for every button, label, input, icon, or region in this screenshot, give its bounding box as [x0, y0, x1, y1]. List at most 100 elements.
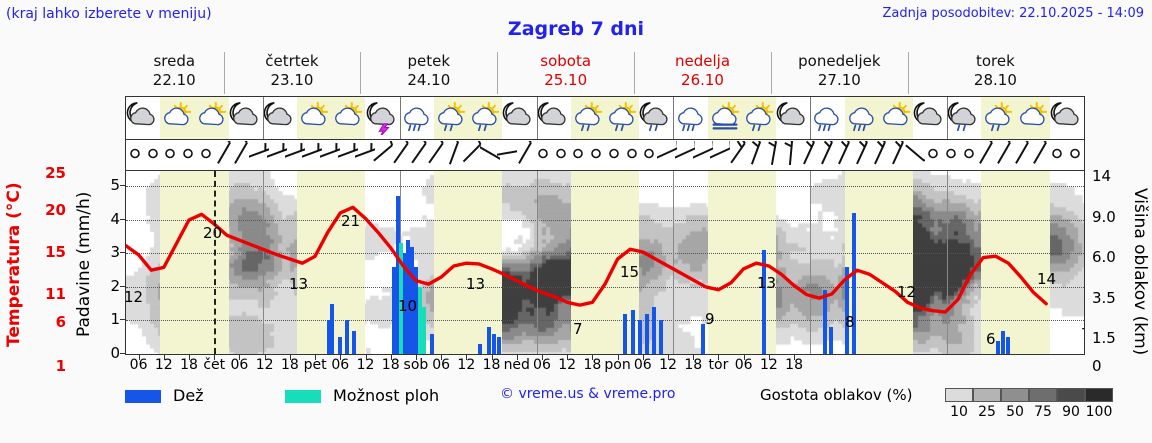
wind-calm-icon [146, 146, 160, 165]
precipitation-tickmark [120, 218, 125, 220]
wind-barb-cell [392, 136, 410, 170]
wind-calm-icon [1050, 146, 1064, 165]
wind-barb-cell [818, 135, 836, 170]
wind-barb-cell [1031, 136, 1049, 170]
temperature-label: 15 [620, 263, 640, 281]
day-header-sobota: sobota 25.10 [497, 52, 634, 94]
sun-cloud-icon [195, 101, 229, 135]
daylight-band [707, 171, 742, 354]
sun-cloud-rain-icon [605, 101, 639, 135]
wind-barb-cell [655, 140, 679, 170]
temperature-label: 14 [1037, 270, 1057, 288]
day-header-sreda: sreda 22.10 [125, 52, 224, 94]
cloud-density-swatch [1085, 388, 1113, 402]
moon-cloud-icon [229, 101, 263, 135]
wind-calm-icon [181, 146, 195, 165]
temperature-curve [126, 205, 1048, 314]
x-axis-tick-label: čet [203, 357, 226, 373]
wind-barb-cell [410, 136, 428, 170]
day-header-ponedeljek: ponedeljek 27.10 [771, 52, 908, 94]
wind-barb-row [125, 135, 1085, 170]
cloud-density-swatch [945, 388, 973, 402]
x-axis-tick-label: 18 [684, 357, 703, 373]
cloud-height-tick: 9.0 [1092, 208, 1116, 226]
temperature-label: 9 [705, 310, 715, 328]
sun-cloud-icon [331, 101, 365, 135]
rain-bar [410, 246, 414, 354]
x-axis-tickmark [768, 355, 770, 360]
x-axis-tickmark [541, 355, 543, 360]
cloud-density-swatch-label: 75 [1034, 404, 1052, 420]
x-axis-tickmark [718, 355, 720, 360]
wind-barb-cell [516, 136, 534, 170]
precipitation-tickmark [120, 285, 125, 287]
day-separator [497, 52, 499, 94]
temperature-label: 13 [466, 275, 486, 293]
moon-cloud-icon [537, 101, 571, 135]
day-date: 28.10 [973, 71, 1017, 89]
wind-calm-icon [944, 146, 958, 165]
wind-barb-cell [495, 140, 522, 170]
weather-icon-cell [776, 97, 811, 139]
weather-icon-cell [331, 97, 366, 139]
icon-day-separator [536, 97, 538, 139]
precipitation-tickmark [120, 252, 125, 254]
x-axis-tick-label: 18 [180, 357, 198, 373]
wind-barb-cell [889, 135, 907, 170]
horizontal-gridline [126, 219, 1084, 221]
wind-barb-cell [853, 135, 871, 170]
temperature-label: 10 [398, 297, 418, 315]
weather-icon-cell [297, 97, 332, 139]
day-gridline [947, 171, 949, 354]
weather-icon-cell [160, 97, 195, 139]
x-axis-tick-label: 06 [734, 357, 753, 373]
weather-icon-cell [399, 97, 434, 139]
moon-cloud-rain-icon [639, 101, 673, 135]
rain-bar [996, 340, 1000, 354]
cloud-density-legend-title: Gostota oblakov (%) [760, 386, 913, 404]
rain-bar [1001, 330, 1005, 354]
rain-bar [414, 266, 418, 354]
wind-barb-cell [126, 140, 144, 170]
rain-bar [402, 253, 406, 354]
day-name: sobota [540, 52, 592, 70]
location-menu-note[interactable]: (kraj lahko izberete v meniju) [6, 6, 212, 22]
wind-barb-icon [905, 141, 932, 169]
wind-barb-cell [673, 140, 697, 170]
wind-barb-cell [640, 140, 658, 170]
shower-bar [399, 243, 403, 354]
rain-bar [659, 320, 663, 354]
rain-bar [852, 212, 856, 354]
wind-barb-cell [605, 140, 623, 170]
wind-barb-cell [318, 140, 343, 170]
rain-bar [652, 307, 656, 354]
day-separator [223, 52, 225, 94]
x-axis-tickmark [239, 355, 241, 360]
day-name: torek [975, 52, 1015, 70]
wind-barb-cell [247, 140, 272, 170]
cloud-rain-icon [400, 101, 434, 135]
copyright-link[interactable]: © vreme.us & vreme.pro [500, 386, 676, 402]
rain-bar [1006, 337, 1010, 354]
moon-cloud-rain-icon [947, 101, 981, 135]
rain-bar [845, 266, 849, 354]
day-gridline [262, 171, 264, 354]
wind-barb-cell [570, 140, 588, 170]
x-axis-tick-label: 06 [633, 357, 652, 373]
rain-bar [497, 337, 501, 354]
x-axis-tick-label: 12 [759, 357, 778, 373]
wind-calm-icon [642, 146, 656, 165]
day-name: nedelja [675, 52, 731, 70]
cloud-density-swatch [1001, 388, 1029, 402]
x-axis-tick-label: 18 [280, 357, 299, 373]
cloud-density-swatch [973, 388, 1001, 402]
horizontal-gridline [126, 253, 1084, 255]
x-axis-tickmark [264, 355, 266, 360]
weather-icon-cell [228, 97, 263, 139]
wind-barb-cell [942, 140, 960, 170]
wind-barb-cell [282, 140, 307, 170]
wind-barb-cell [215, 136, 233, 170]
temperature-tick: 20 [45, 201, 66, 219]
weather-icon-cell [502, 97, 537, 139]
cloud-height-tick: 3.5 [1092, 289, 1116, 307]
